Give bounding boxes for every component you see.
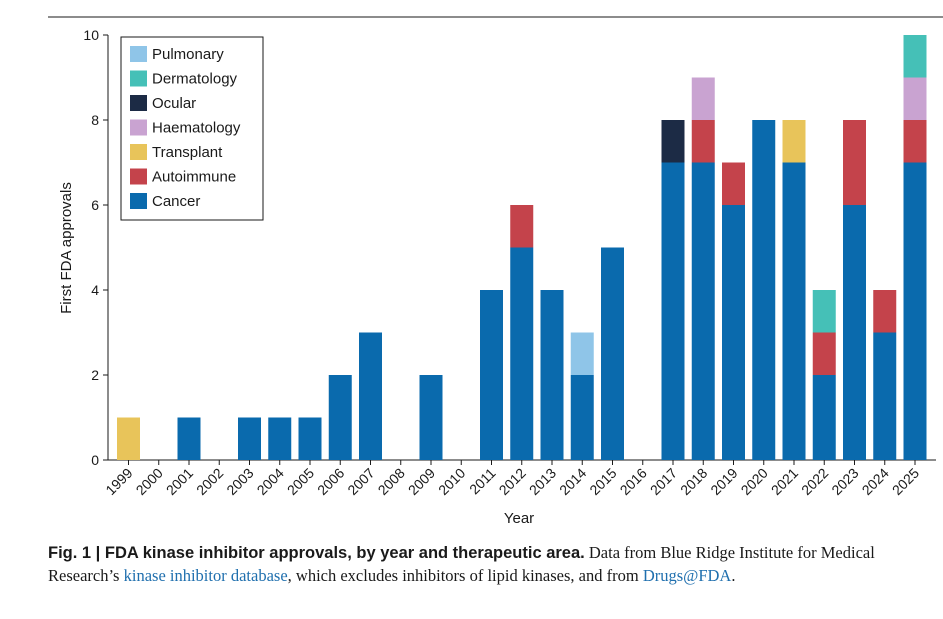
x-tick-label: 2002: [193, 465, 226, 498]
bar-segment-cancer-2013: [540, 290, 564, 460]
bar-segment-cancer-2004: [268, 417, 292, 460]
legend-swatch-cancer: [130, 193, 147, 209]
bar-segment-autoimmune-2023: [843, 120, 866, 205]
x-tick-label: 2021: [768, 465, 801, 498]
bar-segment-cancer-2025: [903, 162, 927, 460]
legend-label-haematology: Haematology: [152, 120, 241, 137]
y-tick-label: 8: [91, 112, 99, 128]
bar-segment-cancer-2012: [510, 247, 534, 460]
x-tick-label: 2014: [556, 465, 589, 498]
x-tick-label: 2019: [707, 465, 740, 498]
bar-segment-cancer-2007: [359, 332, 382, 460]
x-tick-label: 2000: [133, 465, 166, 498]
y-tick-label: 10: [83, 27, 99, 43]
legend-swatch-haematology: [130, 119, 147, 136]
legend-swatch-ocular: [130, 95, 147, 111]
x-tick-label: 2013: [526, 465, 559, 498]
x-tick-label: 2022: [798, 465, 831, 498]
bar-segment-cancer-2005: [298, 417, 322, 460]
x-tick-label: 2009: [405, 465, 438, 498]
x-tick-label: 2008: [375, 465, 408, 498]
bar-segment-haematology-2025: [903, 77, 927, 120]
figure-caption: Fig. 1 | FDA kinase inhibitor approvals,…: [48, 542, 928, 587]
bar-segment-cancer-2003: [238, 417, 261, 460]
legend-label-autoimmune: Autoimmune: [152, 169, 236, 186]
caption-text: , which excludes inhibitors of lipid kin…: [287, 565, 643, 585]
y-tick-label: 4: [91, 282, 99, 298]
bar-segment-cancer-2022: [812, 375, 836, 460]
x-tick-label: 2023: [828, 465, 861, 498]
legend-label-cancer: Cancer: [152, 193, 200, 210]
bar-segment-cancer-2021: [782, 162, 806, 460]
bar-segment-cancer-2020: [752, 120, 776, 460]
drugs-fda-link[interactable]: Drugs@FDA: [642, 565, 732, 585]
bar-segment-dermatology-2022: [812, 290, 836, 333]
bar-segment-dermatology-2025: [903, 35, 927, 78]
stacked-bar-chart: 0246810199920002001200220032004200520062…: [48, 16, 943, 527]
x-tick-label: 2020: [738, 465, 771, 498]
legend-swatch-dermatology: [130, 70, 147, 87]
bar-segment-cancer-2011: [480, 290, 503, 460]
legend-label-transplant: Transplant: [152, 144, 223, 161]
bar-segment-cancer-2006: [328, 375, 352, 460]
x-tick-label: 2003: [223, 465, 256, 498]
bar-segment-cancer-2017: [661, 162, 685, 460]
x-tick-label: 2016: [617, 465, 650, 498]
legend-swatch-autoimmune: [130, 168, 147, 185]
bar-segment-autoimmune-2024: [873, 290, 897, 333]
bar-segment-autoimmune-2012: [510, 205, 534, 248]
x-tick-label: 2011: [466, 465, 499, 498]
bars: [117, 35, 927, 460]
caption-text: Data from Blue Ridge Institute for Medic…: [48, 543, 875, 585]
bar-segment-cancer-2023: [843, 205, 866, 460]
bar-segment-autoimmune-2018: [691, 120, 715, 163]
x-tick-label: 2006: [314, 465, 347, 498]
bar-segment-ocular-2017: [661, 120, 685, 163]
x-tick-label: 2015: [586, 465, 619, 498]
bar-segment-cancer-2018: [691, 162, 715, 460]
bar-segment-cancer-2009: [419, 375, 443, 460]
legend-label-dermatology: Dermatology: [152, 71, 238, 88]
bar-segment-autoimmune-2022: [812, 332, 836, 375]
legend-label-pulmonary: Pulmonary: [152, 46, 224, 63]
x-tick-label: 2017: [647, 465, 680, 498]
x-tick-label: 2010: [435, 465, 468, 498]
x-tick-label: 2024: [859, 465, 892, 498]
legend-swatch-pulmonary: [130, 46, 147, 62]
caption-title: Fig. 1 | FDA kinase inhibitor approvals,…: [48, 544, 585, 562]
bar-segment-cancer-2019: [722, 205, 745, 460]
y-tick-label: 0: [91, 452, 99, 468]
bar-segment-haematology-2018: [691, 77, 715, 120]
legend: Pulmonary Dermatology Ocular Haematology Tra…: [120, 36, 264, 221]
x-tick-label: 2018: [677, 465, 710, 498]
bar-segment-transplant-2021: [782, 120, 806, 163]
bar-segment-transplant-1999: [117, 417, 140, 460]
y-tick-label: 6: [91, 197, 99, 213]
legend-label-ocular: Ocular: [152, 95, 196, 112]
x-tick-label: 2001: [163, 465, 196, 498]
bar-segment-cancer-2001: [177, 417, 201, 460]
bar-segment-autoimmune-2019: [722, 162, 745, 205]
y-tick-label: 2: [91, 367, 99, 383]
x-tick-label: 2004: [254, 465, 287, 498]
x-tick-label: 2025: [889, 465, 922, 498]
bar-segment-cancer-2024: [873, 332, 897, 460]
x-tick-label: 2005: [284, 465, 317, 498]
kinase-database-link[interactable]: kinase inhibitor database: [123, 565, 288, 585]
bar-segment-cancer-2014: [570, 375, 594, 460]
y-axis-label: First FDA approvals: [58, 182, 75, 314]
legend-swatch-transplant: [130, 144, 147, 160]
x-tick-label: 1999: [102, 465, 135, 498]
x-tick-label: 2007: [344, 465, 377, 498]
bar-segment-pulmonary-2014: [570, 332, 594, 375]
x-tick-label: 2012: [496, 465, 529, 498]
bar-segment-cancer-2015: [601, 247, 624, 460]
x-axis-label: Year: [504, 510, 534, 527]
caption-text: .: [731, 565, 736, 585]
bar-segment-autoimmune-2025: [903, 120, 927, 163]
